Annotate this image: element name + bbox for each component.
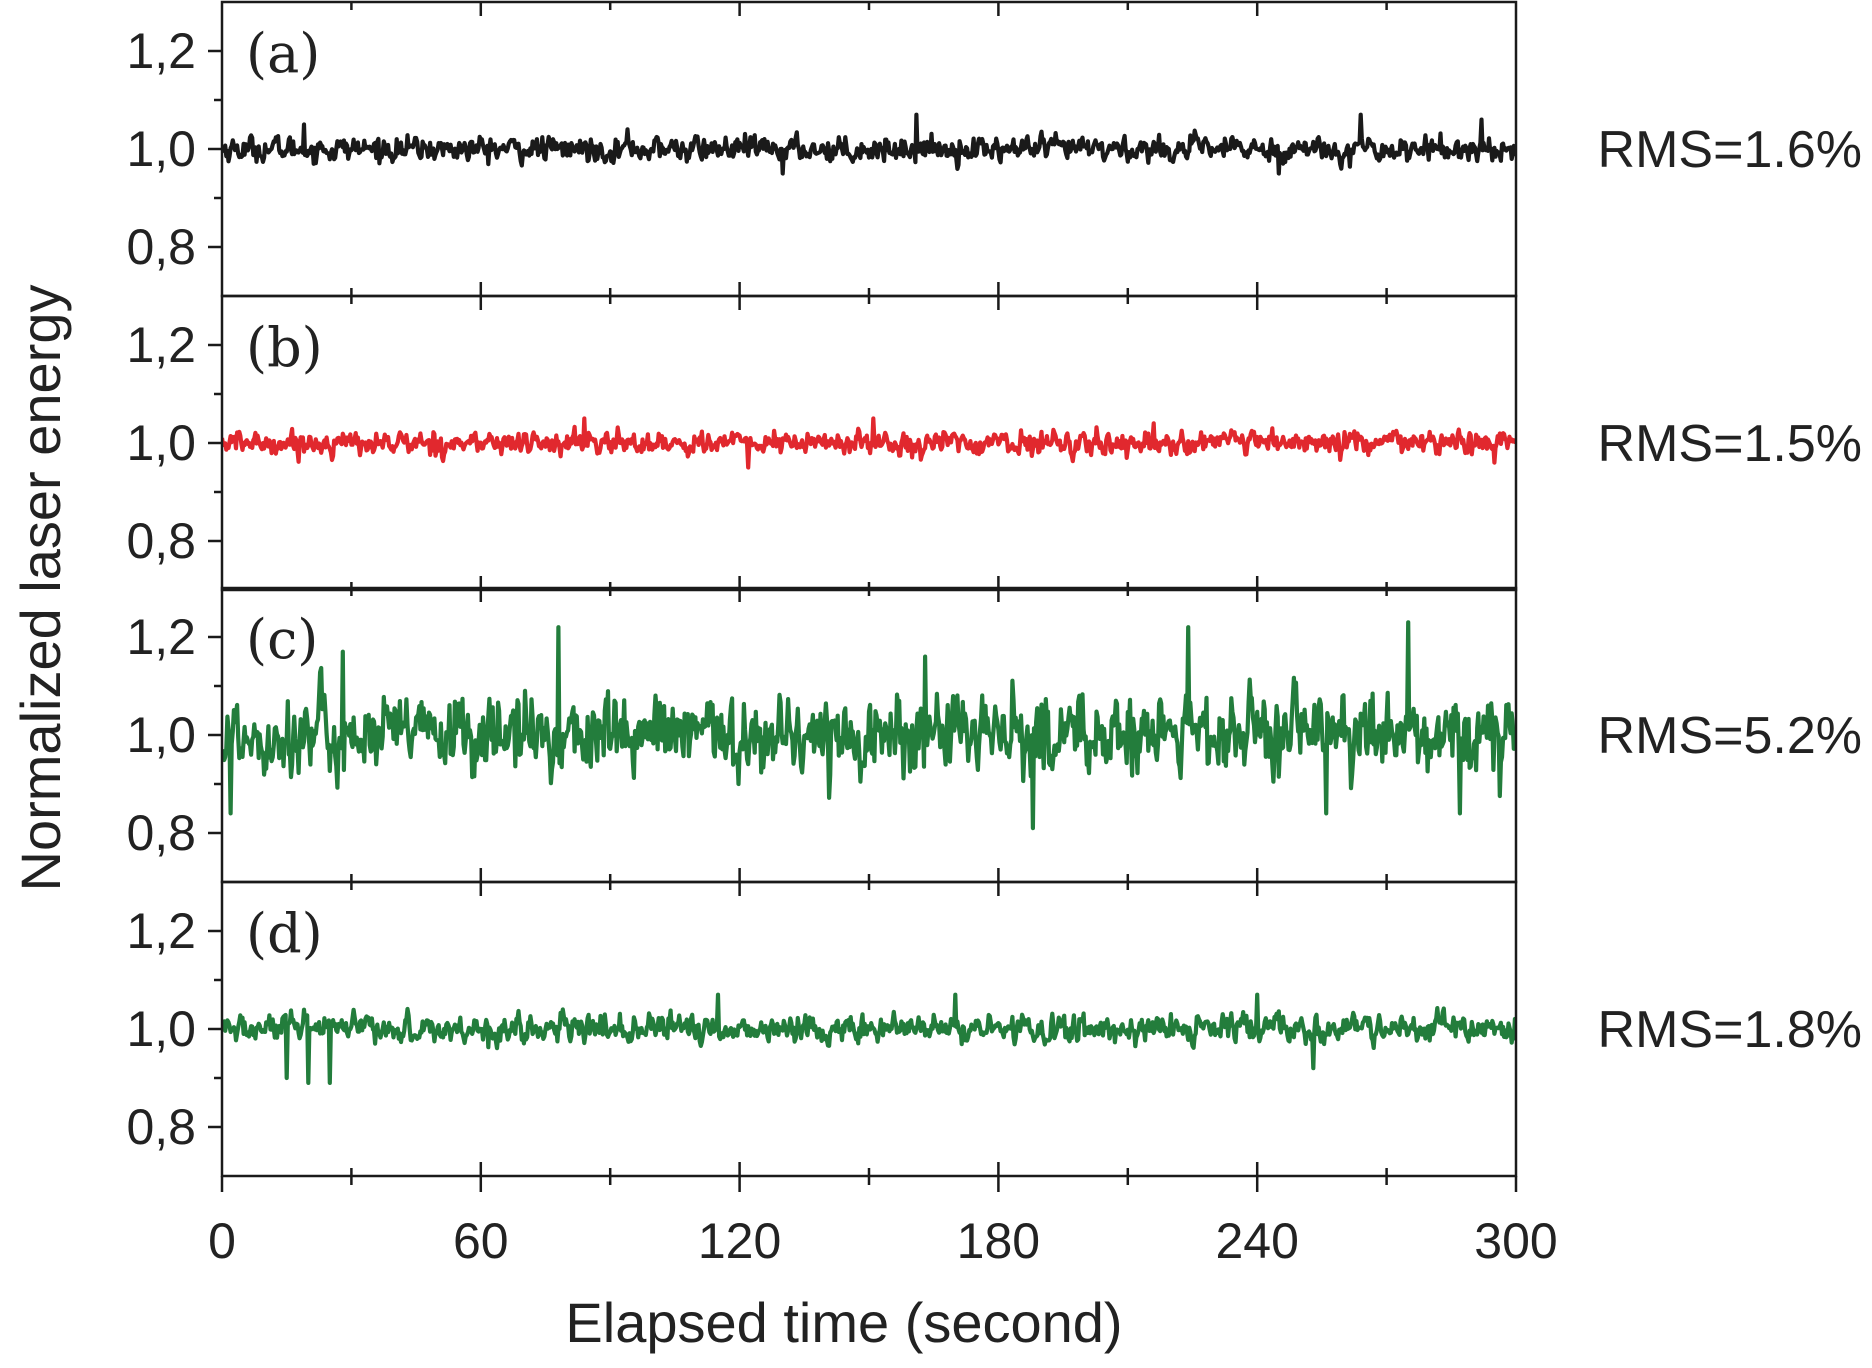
panels-group: 0,8 1,0 1,2 (a) RMS=1.6% 0,8 1,0 1,2 (b) RMS=1.5%… [126,0,1862,1178]
x-tick-label: 60 [453,1213,509,1269]
rms-label: RMS=1.8% [1598,1001,1862,1059]
series-line-b [222,416,1516,470]
y-tick-label: 1,0 [126,1001,196,1057]
panel-label: (b) [246,316,323,379]
y-tick-label: 1,2 [126,23,196,79]
panel-label: (c) [246,608,318,671]
panel-d: 0,8 1,0 1,2 (d) RMS=1.8% [126,880,1862,1178]
rms-label: RMS=5.2% [1598,707,1862,765]
rms-label: RMS=1.6% [1598,121,1862,179]
x-tick-label: 240 [1215,1213,1298,1269]
panel-c: 0,8 1,0 1,2 (c) RMS=5.2% [126,586,1862,884]
x-axis: 0 60 120 180 240 300 [208,1176,1558,1269]
y-tick-label: 1,0 [126,121,196,177]
y-axis-label: Normalized laser energy [9,285,72,892]
x-tick-label: 120 [698,1213,781,1269]
y-tick-label: 0,8 [126,1099,196,1155]
panel-a: 0,8 1,0 1,2 (a) RMS=1.6% [126,0,1862,298]
series-line-d [222,992,1516,1085]
series-line-a [222,112,1516,176]
rms-label: RMS=1.5% [1598,415,1862,473]
y-tick-label: 1,0 [126,415,196,471]
y-tick-label: 0,8 [126,805,196,861]
panel-label: (d) [246,902,323,965]
x-tick-label: 300 [1474,1213,1557,1269]
series-line-c [222,620,1516,831]
y-tick-label: 1,2 [126,903,196,959]
x-axis-label: Elapsed time (second) [565,1291,1122,1354]
y-tick-label: 1,0 [126,707,196,763]
panel-b: 0,8 1,0 1,2 (b) RMS=1.5% [126,294,1862,592]
panel-label: (a) [246,22,320,85]
y-tick-label: 0,8 [126,219,196,275]
y-tick-label: 1,2 [126,317,196,373]
x-tick-label: 180 [957,1213,1040,1269]
y-tick-label: 0,8 [126,513,196,569]
x-tick-label: 0 [208,1213,236,1269]
y-tick-label: 1,2 [126,609,196,665]
